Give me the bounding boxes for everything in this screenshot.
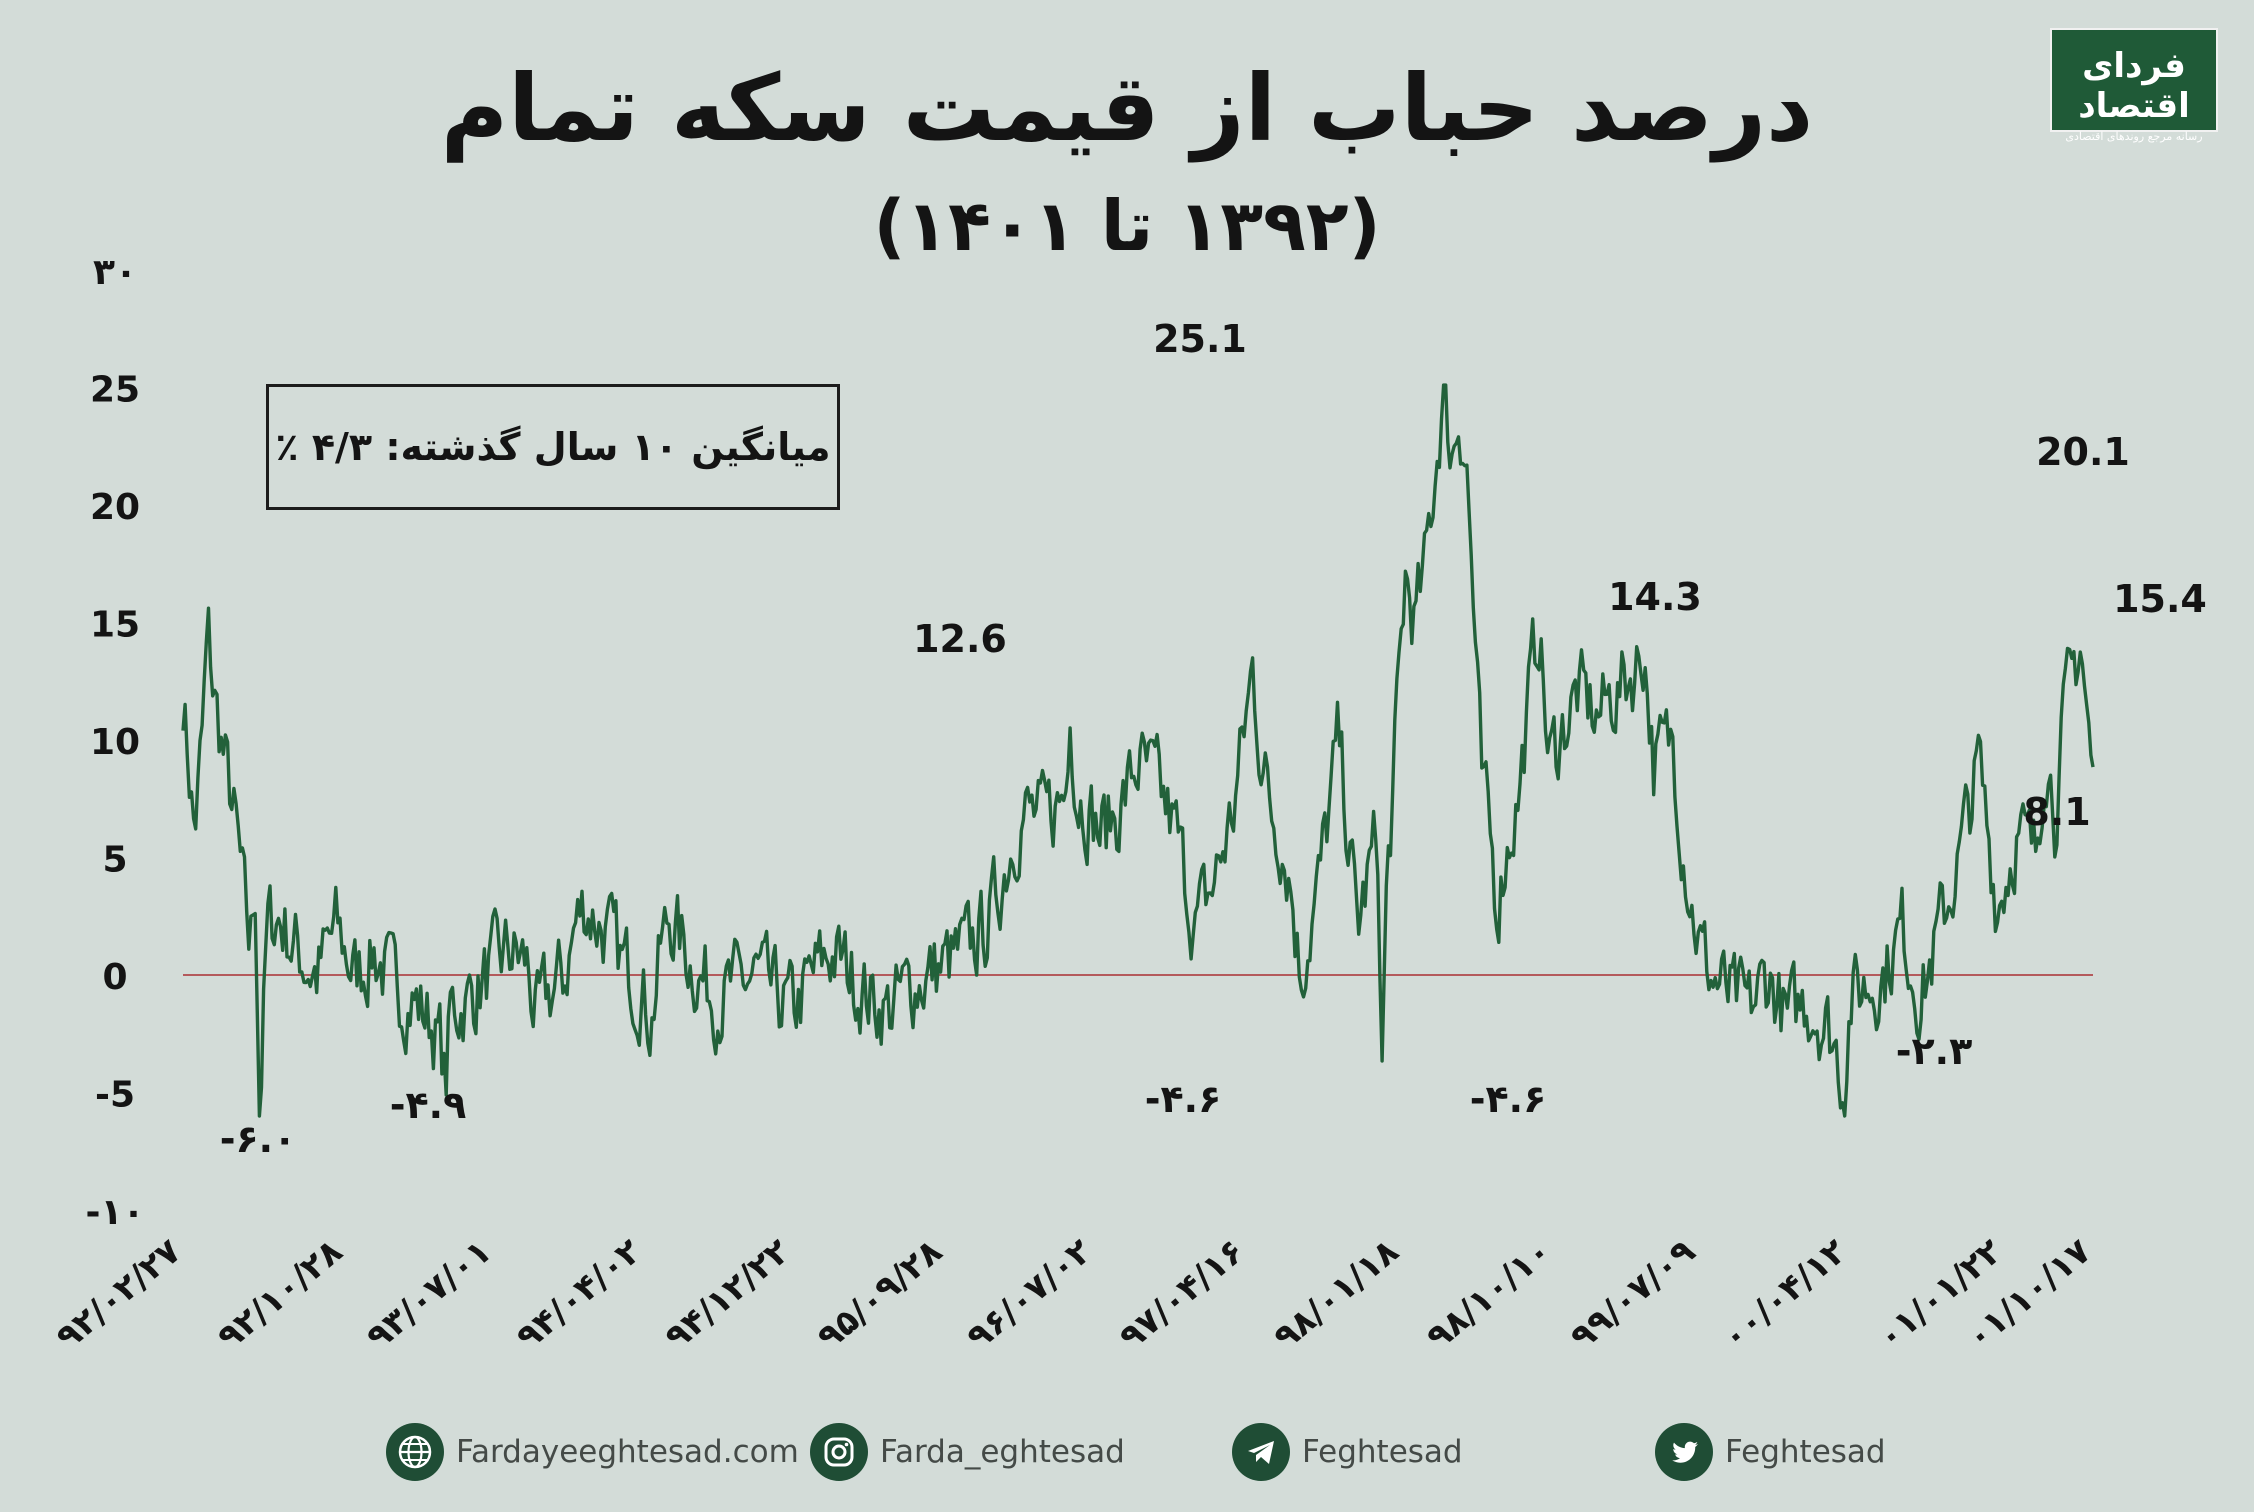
x-tick-label: ۹۸/۰۱/۱۸ [1266, 1231, 1406, 1358]
x-tick-label: ۹۷/۰۴/۱۶ [1112, 1231, 1252, 1358]
x-tick-label: ۹۴/۰۴/۰۲ [509, 1231, 649, 1358]
x-tick-label: ۹۲/۰۲/۲۷ [49, 1231, 189, 1358]
x-tick-label: ۹۵/۰۹/۲۸ [810, 1231, 950, 1358]
x-tick-label: ۹۸/۱۰/۱۰ [1419, 1231, 1559, 1358]
y-tick-label: 20 [90, 487, 140, 528]
instagram-icon [810, 1423, 868, 1481]
y-tick-label: -5 [95, 1075, 135, 1116]
x-axis: ۹۲/۰۲/۲۷ ۹۲/۱۰/۲۸ ۹۳/۰۷/۰۱ ۹۴/۰۴/۰۲ ۹۴/۱۲/۲۲… [49, 1231, 2099, 1358]
data-label: 25.1 [1153, 317, 1247, 361]
telegram-icon [1232, 1423, 1290, 1481]
logo-tagline: رسانه مرجع روندهای اقتصادی [2065, 130, 2203, 143]
y-tick-label: -۱۰ [86, 1192, 145, 1233]
logo-name: فردای اقتصاد [2078, 46, 2190, 126]
x-tick-label: ۹۹/۰۷/۰۹ [1563, 1231, 1703, 1358]
x-tick-label: ۹۴/۱۲/۲۲ [658, 1231, 798, 1358]
footer-telegram-text: Feghtesad [1302, 1434, 1463, 1470]
data-label: -۲.۳ [1896, 1029, 1973, 1073]
annotations: -۶.۰ -۴.۹ 12.6 25.1 -۴.۶ -۴.۶ 14.3 -۲.۳ 8.1 20.1 1… [220, 317, 2207, 1161]
footer-instagram-text: Farda_eghtesad [880, 1434, 1125, 1470]
data-label: 8.1 [2023, 790, 2090, 834]
data-label: 15.4 [2113, 577, 2207, 621]
series-line-bubble [181, 383, 2095, 1118]
footer-twitter[interactable]: Feghtesad [1655, 1422, 1886, 1482]
y-tick-label: 25 [90, 370, 140, 411]
data-label: 14.3 [1608, 575, 1702, 619]
data-label: 12.6 [913, 617, 1007, 661]
average-label: میانگین ۱۰ سال گذشته: ۴/۳ ٪ [275, 425, 831, 469]
y-tick-label: 5 [102, 840, 127, 881]
data-label: -۴.۶ [1470, 1077, 1547, 1121]
data-label: 20.1 [2036, 430, 2130, 474]
brand-logo: فردای اقتصاد رسانه مرجع روندهای اقتصادی [2050, 28, 2218, 143]
average-box: میانگین ۱۰ سال گذشته: ۴/۳ ٪ [266, 384, 840, 510]
y-axis: -۱۰ -5 0 5 10 15 20 25 ۳۰ [86, 252, 145, 1233]
y-tick-label: 0 [102, 957, 127, 998]
y-tick-label: 10 [90, 722, 140, 763]
x-tick-label: ۹۳/۰۷/۰۱ [359, 1231, 499, 1358]
globe-icon [386, 1423, 444, 1481]
chart-title: درصد حباب از قیمت سکه تمام [440, 55, 1814, 162]
x-tick-label: ۹۶/۰۷/۰۲ [959, 1231, 1099, 1358]
y-tick-label: 15 [90, 605, 140, 646]
footer-twitter-text: Feghtesad [1725, 1434, 1886, 1470]
data-label: -۴.۹ [390, 1083, 467, 1127]
footer-instagram[interactable]: Farda_eghtesad [810, 1422, 1125, 1482]
footer-website[interactable]: Fardayeeghtesad.com [386, 1422, 799, 1482]
data-label: -۶.۰ [220, 1117, 297, 1161]
x-tick-label: ۹۲/۱۰/۲۸ [210, 1231, 350, 1358]
footer-website-text: Fardayeeghtesad.com [456, 1434, 799, 1470]
x-tick-label: ۰۰/۰۴/۱۲ [1714, 1231, 1854, 1358]
data-label: -۴.۶ [1145, 1077, 1222, 1121]
chart-subtitle: (۱۳۹۲ تا ۱۴۰۱) [873, 185, 1381, 267]
footer-telegram[interactable]: Feghtesad [1232, 1422, 1463, 1482]
y-tick-label: ۳۰ [93, 252, 137, 293]
twitter-icon [1655, 1423, 1713, 1481]
